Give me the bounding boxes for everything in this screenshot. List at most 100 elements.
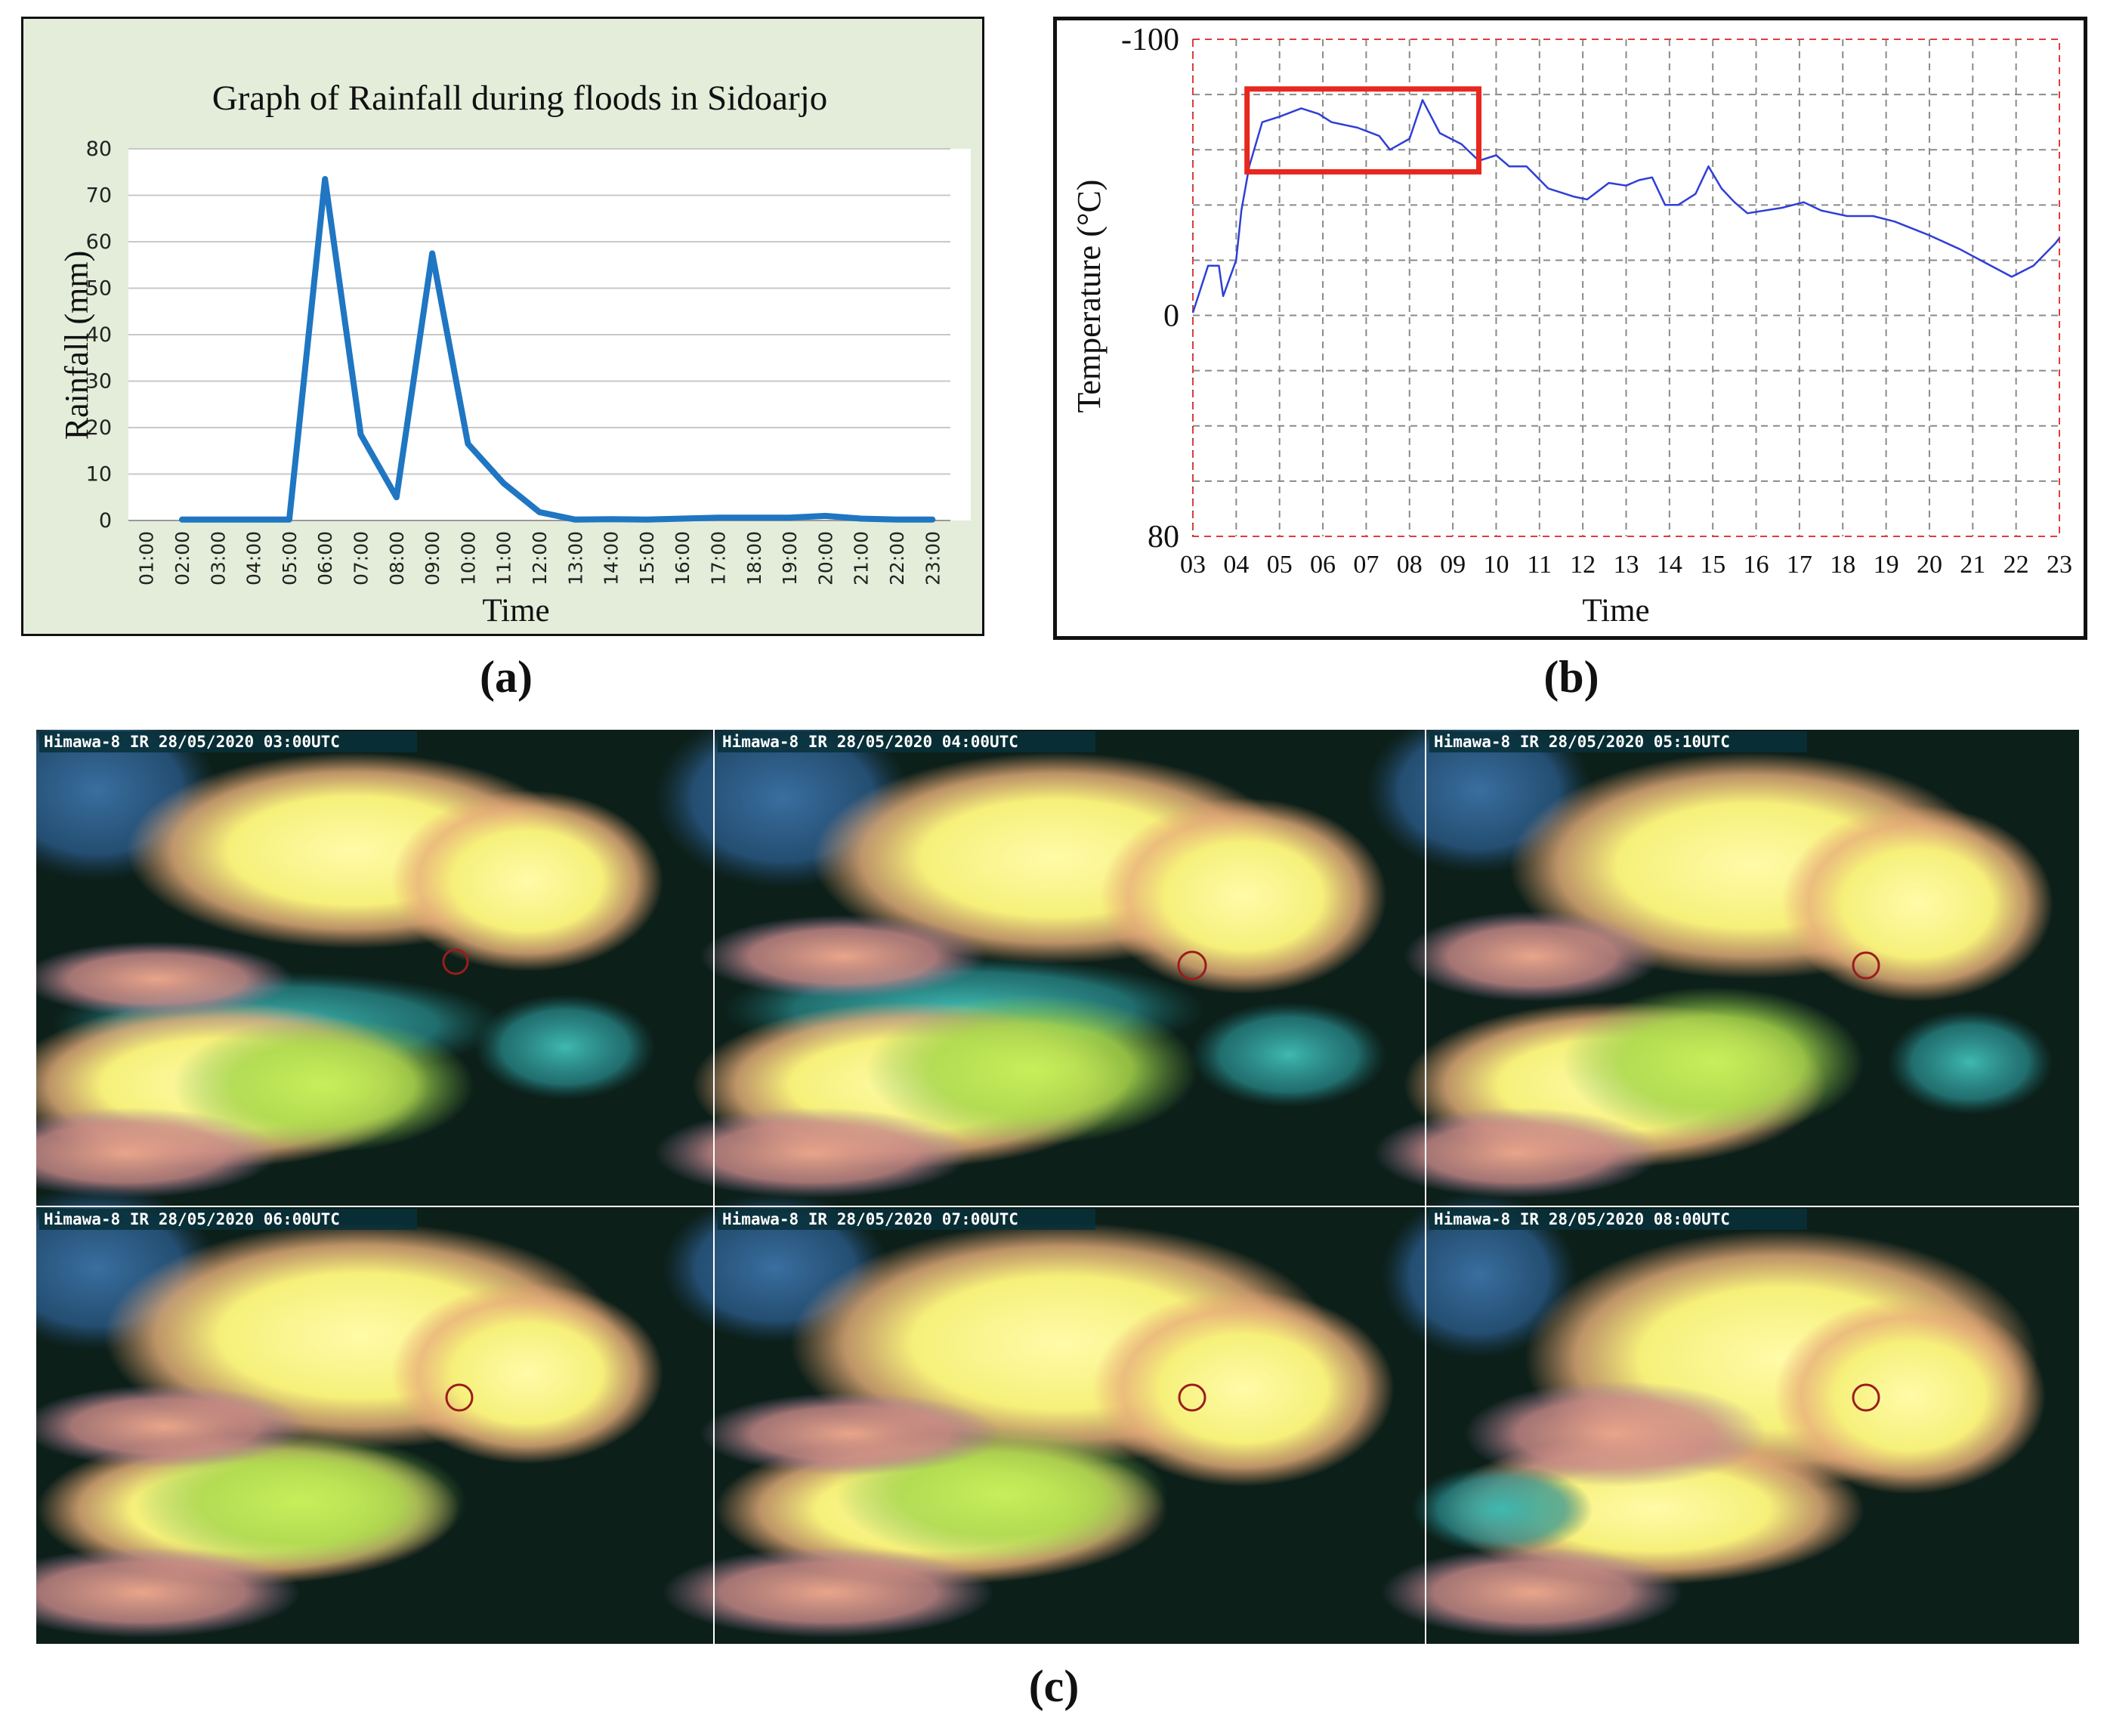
rainfall-point: [431, 252, 434, 255]
rainfall-point: [609, 517, 613, 521]
temperature-plot-frame: [1192, 39, 2060, 537]
temperature-x-tick-label: 16: [1744, 551, 1769, 579]
panel-label-b: (b): [1543, 652, 1599, 702]
temperature-chart: -100 0 80 03 04 05 06 07 08 09 10 11 12 13 14 15 16 17 18…: [1053, 17, 2087, 640]
temperature-chart-frame: [1053, 17, 2087, 640]
temperature-x-tick-label: 17: [1787, 551, 1812, 579]
rainfall-x-tick-label: 19:00: [779, 531, 801, 585]
temperature-x-tick-label: 09: [1440, 551, 1466, 579]
rainfall-x-tick-label: 11:00: [493, 531, 515, 585]
rainfall-series: [179, 176, 936, 523]
rainfall-x-tick-label: 01:00: [136, 531, 158, 585]
rainfall-point: [466, 442, 470, 446]
temperature-x-tick-label: 18: [1830, 551, 1855, 579]
temperature-y-tick-label: 80: [1148, 520, 1179, 554]
rainfall-x-tick-label: 23:00: [922, 531, 944, 585]
rainfall-point: [823, 514, 827, 517]
rainfall-y-tick-label: 70: [86, 184, 112, 208]
rainfall-point: [502, 481, 505, 485]
satellite-label-6: Himawa-8 IR 28/05/2020 08:00UTC: [1434, 1210, 1730, 1228]
rainfall-x-tick-label: 12:00: [529, 531, 551, 585]
rainfall-point: [216, 517, 220, 521]
satellite-image-4: Himawa-8 IR 28/05/2020 06:00UTC: [36, 1185, 713, 1644]
rainfall-y-ticks: 0 10 20 30 40 50 60 70 80: [86, 137, 112, 533]
rainfall-point: [681, 517, 684, 520]
satellite-label-3: Himawa-8 IR 28/05/2020 05:10UTC: [1434, 733, 1730, 751]
satellite-label-4: Himawa-8 IR 28/05/2020 06:00UTC: [44, 1210, 340, 1228]
rainfall-x-tick-label: 10:00: [457, 531, 479, 585]
rainfall-x-tick-label: 21:00: [851, 531, 873, 585]
rainfall-y-tick-label: 50: [86, 277, 112, 301]
rainfall-point: [323, 177, 327, 181]
temperature-x-tick-label: 21: [1960, 551, 1985, 579]
rainfall-x-tick-label: 22:00: [886, 531, 908, 585]
rainfall-y-tick-label: 30: [86, 370, 112, 394]
rainfall-y-tick-label: 10: [86, 463, 112, 487]
temperature-y-tick-label: -100: [1121, 23, 1179, 57]
temperature-y-axis-label: Temperature (°C): [1070, 180, 1108, 413]
temperature-y-tick-label: 0: [1163, 299, 1179, 334]
satellite-image-2: Himawa-8 IR 28/05/2020 04:00UTC: [654, 730, 1425, 1206]
temperature-x-tick-label: 11: [1527, 551, 1552, 579]
satellite-image-3: Himawa-8 IR 28/05/2020 05:10UTC: [1366, 730, 2079, 1206]
temperature-line: [1191, 99, 2060, 314]
rainfall-point: [287, 517, 291, 521]
temperature-x-tick-label: 23: [2047, 551, 2072, 579]
rainfall-point: [359, 433, 363, 437]
rainfall-y-tick-label: 80: [86, 137, 112, 161]
temperature-grid: [1192, 39, 2060, 537]
rainfall-point: [788, 516, 792, 520]
rainfall-x-tick-label: 20:00: [814, 531, 836, 585]
temperature-x-tick-label: 15: [1700, 551, 1725, 579]
panel-label-c: (c): [1028, 1661, 1080, 1711]
temperature-x-tick-label: 04: [1223, 551, 1249, 579]
rainfall-x-tick-label: 04:00: [243, 531, 265, 585]
rainfall-y-tick-label: 0: [99, 509, 112, 533]
rainfall-y-axis-label: Rainfall (mm): [58, 251, 95, 440]
satellite-label-2: Himawa-8 IR 28/05/2020 04:00UTC: [722, 733, 1018, 751]
rainfall-x-tick-label: 13:00: [564, 531, 586, 585]
rainfall-chart: Graph of Rainfall during floods in Sidoa…: [21, 17, 984, 636]
rainfall-x-tick-label: 17:00: [708, 531, 730, 585]
rainfall-x-tick-label: 06:00: [314, 531, 336, 585]
temperature-x-tick-label: 05: [1267, 551, 1293, 579]
satellite-image-5: Himawa-8 IR 28/05/2020 07:00UTC: [662, 1192, 1425, 1644]
rainfall-y-tick-label: 60: [86, 230, 112, 254]
rainfall-point: [895, 517, 899, 521]
rainfall-x-tick-label: 09:00: [422, 531, 443, 585]
rainfall-point: [394, 496, 398, 499]
rainfall-point: [573, 517, 577, 521]
rainfall-x-tick-label: 05:00: [279, 531, 301, 585]
rainfall-y-tick-label: 20: [86, 416, 112, 440]
temperature-x-tick-label: 14: [1657, 551, 1682, 579]
rainfall-x-tick-label: 08:00: [386, 531, 408, 585]
rainfall-point: [538, 510, 541, 514]
rainfall-point: [931, 517, 935, 521]
temperature-x-tick-label: 19: [1874, 551, 1899, 579]
temperature-series: [1191, 99, 2060, 314]
temperature-x-tick-label: 12: [1570, 551, 1596, 579]
panel-label-a: (a): [480, 652, 533, 702]
temperature-x-tick-label: 22: [2004, 551, 2029, 579]
temperature-x-tick-label: 08: [1397, 551, 1423, 579]
rainfall-point: [180, 517, 184, 521]
rainfall-grid: [128, 148, 950, 521]
rainfall-chart-title: Graph of Rainfall during floods in Sidoa…: [212, 79, 828, 118]
rainfall-x-tick-label: 02:00: [171, 531, 193, 585]
rainfall-x-tick-label: 18:00: [743, 531, 765, 585]
rainfall-x-tick-label: 14:00: [601, 531, 623, 585]
temperature-y-ticks: -100 0 80: [1121, 23, 1179, 554]
rainfall-line: [179, 176, 936, 523]
temperature-x-tick-label: 03: [1180, 551, 1206, 579]
temperature-x-axis-label: Time: [1582, 593, 1649, 629]
rainfall-point: [252, 517, 255, 521]
satellite-label-5: Himawa-8 IR 28/05/2020 07:00UTC: [722, 1210, 1018, 1228]
temperature-highlight-box: [1244, 86, 1482, 175]
temperature-x-tick-label: 13: [1614, 551, 1639, 579]
rainfall-x-ticks: 01:00 02:00 03:00 04:00 05:00 06:00 07:00 08:00…: [136, 531, 944, 585]
rainfall-y-tick-label: 40: [86, 323, 112, 347]
rainfall-point: [644, 517, 648, 521]
rainfall-x-tick-label: 16:00: [672, 531, 694, 585]
rainfall-x-tick-label: 07:00: [350, 531, 372, 585]
rainfall-x-tick-label: 03:00: [207, 531, 229, 585]
